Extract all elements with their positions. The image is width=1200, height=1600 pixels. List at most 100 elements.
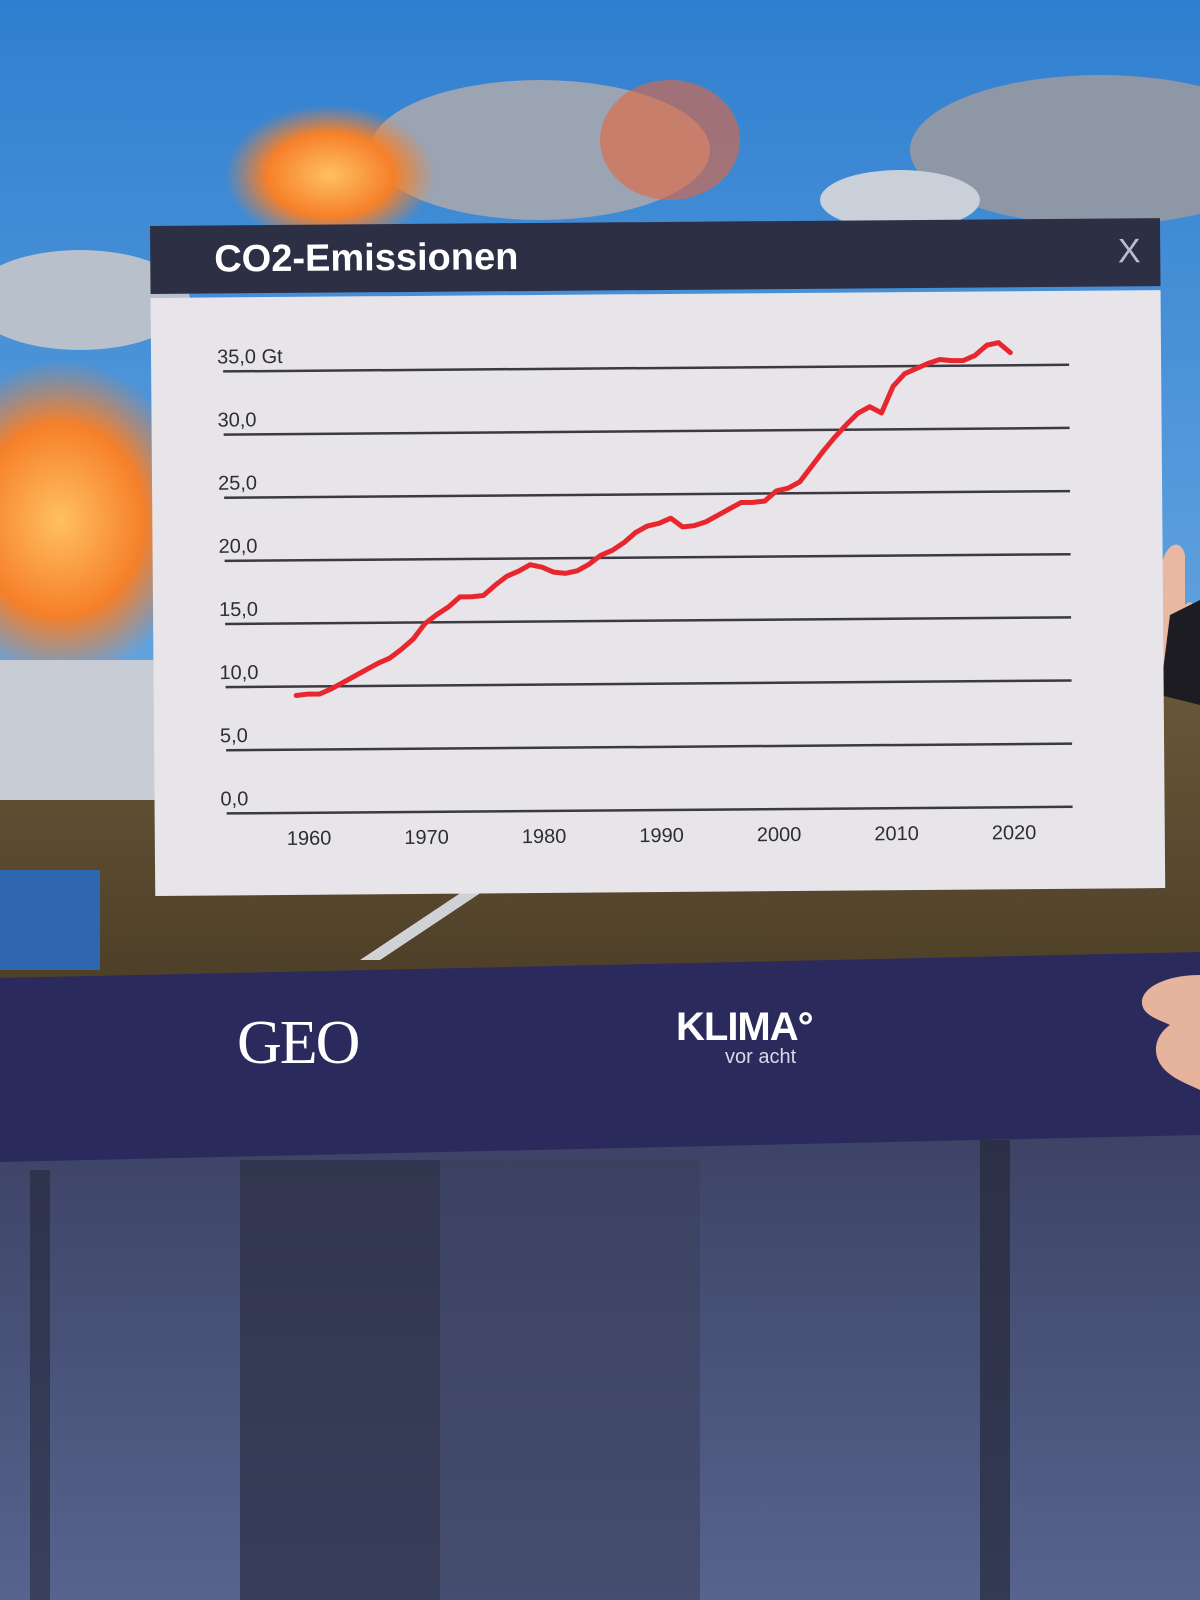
y-tick-label: 25,0 — [218, 472, 257, 494]
data-point — [527, 562, 533, 567]
data-point — [340, 680, 346, 685]
x-tick-label: 1980 — [522, 826, 567, 848]
y-tick-label: 15,0 — [219, 599, 258, 621]
data-point — [832, 435, 837, 440]
presenter-hand-lower — [1141, 975, 1200, 1090]
data-point — [937, 357, 943, 362]
data-point — [457, 594, 463, 600]
data-point — [774, 488, 779, 494]
y-tick-label: 35,0 Gt — [217, 346, 283, 369]
data-point — [645, 523, 650, 529]
data-point — [387, 655, 393, 661]
data-point — [797, 479, 803, 485]
data-point — [364, 667, 369, 672]
y-axis-labels: 0,0 5,0 10,0 15,0 20,0 25,0 30,0 35,0 Gt — [217, 346, 283, 811]
data-point — [961, 358, 966, 363]
data-point — [610, 548, 615, 553]
data-point — [598, 553, 603, 558]
data-point — [633, 530, 638, 535]
data-point — [563, 571, 568, 576]
overlay-header: CO2-Emissionen X — [150, 218, 1161, 294]
y-tick-label: 0,0 — [220, 788, 248, 810]
x-tick-label: 2020 — [992, 822, 1037, 844]
x-tick-label: 2010 — [874, 823, 919, 845]
data-point — [820, 449, 826, 454]
data-point — [762, 498, 767, 504]
data-point — [879, 410, 884, 416]
x-tick-label: 1960 — [287, 828, 332, 850]
data-point — [680, 524, 685, 530]
data-point — [516, 569, 521, 574]
data-point — [902, 371, 907, 376]
data-point — [293, 693, 299, 698]
data-point — [621, 540, 627, 545]
data-point — [399, 646, 404, 652]
data-point — [855, 410, 861, 416]
y-tick-label: 20,0 — [218, 536, 257, 558]
x-axis-labels: 1960 1970 1980 1990 2000 2010 2020 — [287, 822, 1037, 850]
klima-logo-subtitle: vor acht — [725, 1046, 797, 1068]
data-point — [1008, 350, 1013, 355]
data-point — [539, 565, 545, 570]
data-point — [692, 523, 697, 528]
data-point — [411, 636, 416, 642]
data-point — [504, 574, 509, 579]
data-point — [727, 506, 732, 512]
close-button[interactable]: X — [1117, 232, 1141, 271]
data-point — [329, 686, 334, 691]
gridline — [226, 742, 1073, 752]
grid-lines — [223, 363, 1073, 815]
data-point — [750, 500, 756, 505]
data-point — [738, 500, 744, 505]
gridline — [224, 552, 1071, 563]
y-tick-label: 5,0 — [220, 725, 248, 747]
data-point — [972, 353, 978, 358]
gridline — [225, 679, 1072, 689]
chart-title: CO2-Emissionen — [214, 236, 519, 281]
data-point — [925, 361, 931, 366]
data-point — [305, 691, 311, 697]
gridline — [225, 616, 1072, 626]
data-point — [422, 621, 428, 626]
geo-logo: GEO — [237, 1009, 360, 1077]
data-point — [492, 583, 498, 588]
data-point — [914, 366, 919, 371]
data-point — [551, 569, 556, 575]
x-tick-label: 2000 — [757, 824, 802, 846]
klima-logo: KLIMA° — [676, 1005, 814, 1049]
data-point — [703, 519, 709, 524]
y-tick-label: 30,0 — [217, 409, 256, 431]
x-tick-label: 1990 — [639, 825, 684, 847]
chart-overlay: CO2-Emissionen X 0,0 5,0 10,0 15,0 20,0 25,0 3… — [150, 218, 1166, 896]
data-point — [469, 594, 474, 599]
chart-panel: 0,0 5,0 10,0 15,0 20,0 25,0 30,0 35,0 Gt 1960 19… — [150, 290, 1166, 896]
data-point — [376, 661, 381, 666]
x-tick-label: 1970 — [404, 827, 449, 849]
gridline — [223, 363, 1070, 373]
data-point — [352, 673, 358, 679]
y-tick-label: 10,0 — [219, 662, 258, 684]
data-point — [949, 358, 954, 363]
data-point — [715, 513, 720, 518]
data-point — [446, 604, 451, 610]
gridline — [223, 426, 1070, 436]
data-point — [434, 612, 439, 617]
series-layer — [293, 340, 1013, 698]
data-point — [575, 568, 580, 573]
co2-series-line — [293, 340, 1013, 698]
data-point — [844, 422, 849, 427]
data-point — [984, 343, 989, 348]
data-point — [656, 521, 662, 526]
gridline — [226, 805, 1073, 815]
data-point — [890, 384, 896, 389]
data-point — [996, 340, 1001, 345]
data-point — [809, 464, 814, 469]
data-point — [867, 404, 872, 409]
data-point — [481, 593, 486, 598]
co2-line-chart: 0,05,010,015,020,025,030,035,0 Gt 1960 19… — [217, 340, 1073, 850]
data-point — [785, 485, 791, 491]
data-point — [317, 691, 322, 697]
data-point — [668, 516, 674, 521]
gridline — [224, 489, 1071, 499]
